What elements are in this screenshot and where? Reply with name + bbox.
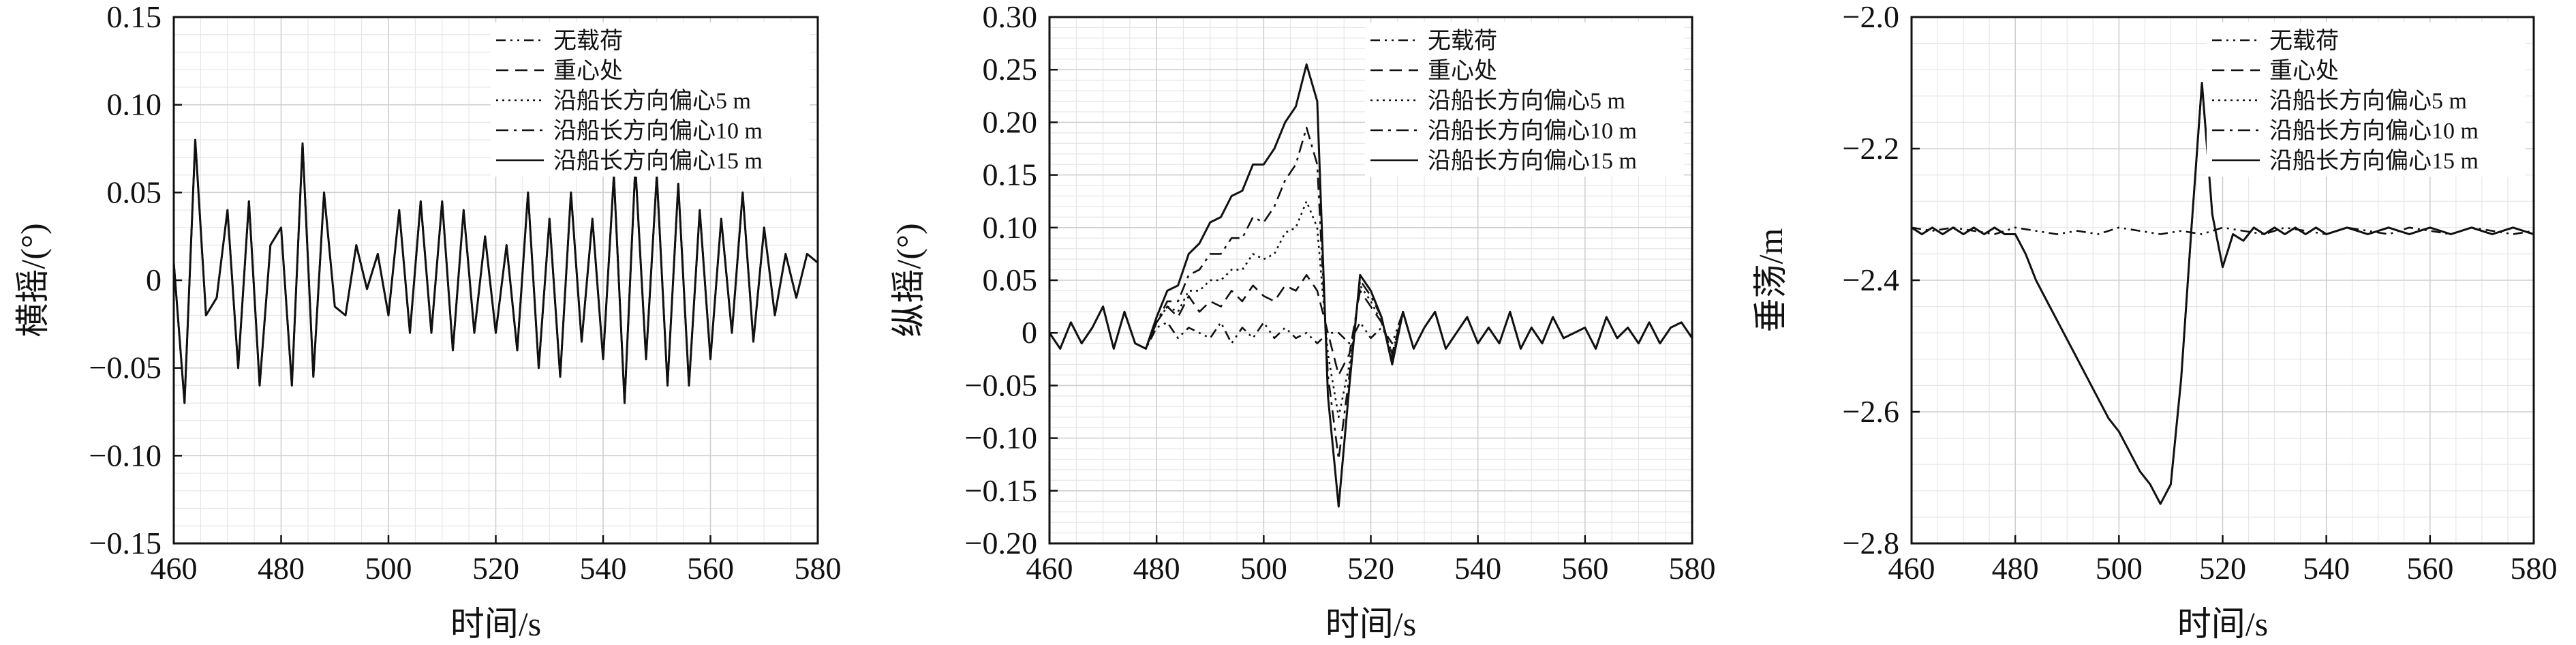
chart2-ytick-label: −2.2 [1843, 131, 1899, 166]
chart2-legend-label: 沿船长方向偏心10 m [2269, 118, 2479, 144]
chart0-xtick-label: 500 [365, 551, 412, 586]
chart1-xtick-label: 480 [1133, 551, 1180, 586]
chart1-legend-box [1365, 22, 1684, 177]
chart0-xtick-label: 540 [580, 551, 627, 586]
chart0-xtick-label: 580 [795, 551, 842, 586]
chart0-xlabel: 时间/s [450, 605, 541, 643]
chart0-panel: 460 480 500 520 540 560 580 −0.15 −0.10 −0.05 0 0.0… [14, 0, 842, 643]
chart0-legend-label: 重心处 [553, 59, 623, 84]
chart0-legend-box [491, 22, 810, 177]
chart0-legend-label: 沿船长方向偏心10 m [553, 118, 763, 144]
chart1-xtick-label: 500 [1240, 551, 1287, 586]
chart1-xtick-label: 540 [1454, 551, 1501, 586]
chart1-legend-label: 无载荷 [1428, 28, 1497, 54]
chart1-ytick-label: −0.15 [965, 473, 1037, 508]
chart2-xtick-label: 540 [2303, 551, 2350, 586]
chart1-legend-label: 沿船长方向偏心10 m [1428, 118, 1637, 144]
chart0-xtick-label: 480 [258, 551, 305, 586]
chart2-legend-label: 无载荷 [2269, 28, 2339, 54]
chart0-xtick-label: 560 [687, 551, 734, 586]
chart2-ytick-label: −2.4 [1843, 262, 1899, 297]
chart2-series-line-0 [1911, 226, 2534, 235]
chart2-legend-label: 沿船长方向偏心5 m [2269, 88, 2467, 114]
chart2-xlabel: 时间/s [2177, 605, 2268, 643]
chart1-ytick-label: 0.30 [983, 0, 1038, 34]
chart0-legend-label: 沿船长方向偏心15 m [553, 148, 763, 174]
chart2-legend-box [2207, 22, 2526, 177]
chart1-ytick-label: 0.05 [983, 262, 1038, 297]
chart1-legend-label: 沿船长方向偏心5 m [1428, 88, 1625, 114]
chart1-xtick-label: 520 [1347, 551, 1394, 586]
chart1-legend-label: 重心处 [1428, 59, 1497, 84]
chart1-ytick-label: 0 [1022, 315, 1037, 350]
chart1-xlabel: 时间/s [1325, 605, 1416, 643]
chart1-ytick-label: −0.20 [965, 526, 1037, 560]
chart0-ylabel: 横摇/(°) [14, 223, 52, 337]
chart2-legend-label: 重心处 [2269, 59, 2339, 84]
chart1-xtick-label: 580 [1669, 551, 1716, 586]
chart0-ytick-label: 0 [146, 262, 162, 297]
chart1-ytick-label: 0.15 [983, 158, 1038, 192]
chart2-legend-label: 沿船长方向偏心15 m [2269, 148, 2479, 174]
chart0-legend-label: 沿船长方向偏心5 m [553, 88, 751, 114]
chart2-xtick-label: 580 [2511, 551, 2558, 586]
chart2-ylabel: 垂荡/m [1751, 228, 1790, 333]
chart0-ytick-label: 0.10 [107, 87, 162, 122]
chart0-ytick-label: −0.05 [89, 350, 162, 385]
chart2-series-line-4 [1911, 82, 2534, 505]
chart2-xtick-label: 460 [1888, 551, 1935, 586]
chart1-ylabel: 纵摇/(°) [889, 223, 927, 337]
chart1-panel: 460 480 500 520 540 560 580 −0.20 −0.15 −0.10 −0.0… [889, 0, 1716, 643]
chart1-xtick-label: 560 [1561, 551, 1608, 586]
chart1-ytick-label: −0.10 [965, 421, 1037, 455]
chart2-xtick-label: 520 [2199, 551, 2246, 586]
chart0-xtick-label: 520 [472, 551, 519, 586]
chart1-ytick-label: 0.20 [983, 104, 1038, 139]
chart0-xtick-label: 460 [151, 551, 198, 586]
chart1-ytick-label: 0.10 [983, 210, 1038, 245]
chart0-ytick-label: 0.05 [107, 175, 162, 209]
chart2-ytick-label: −2.0 [1843, 0, 1899, 34]
chart0-legend-label: 无载荷 [553, 28, 623, 54]
chart2-xtick-label: 480 [1992, 551, 2039, 586]
chart0-ytick-label: −0.15 [89, 526, 162, 560]
chart2-xtick-label: 560 [2406, 551, 2453, 586]
chart1-ytick-label: −0.05 [965, 368, 1037, 402]
chart1-ytick-label: 0.25 [983, 52, 1038, 87]
chart1-series-line-4 [1048, 63, 1693, 508]
chart0-ytick-label: −0.10 [89, 438, 162, 472]
chart0-ytick-label: 0.15 [107, 0, 162, 34]
chart2-ytick-label: −2.6 [1843, 394, 1899, 429]
chart2-xtick-label: 500 [2096, 551, 2143, 586]
chart0-series-line-4 [172, 138, 818, 404]
chart2-ytick-label: −2.8 [1843, 526, 1899, 560]
chart2-panel: 460 480 500 520 540 560 580 −2.8 −2.6 −2.4 −2.2 −2.… [1751, 0, 2558, 643]
chart1-legend-label: 沿船长方向偏心15 m [1428, 148, 1637, 174]
chart1-xtick-label: 460 [1026, 551, 1073, 586]
